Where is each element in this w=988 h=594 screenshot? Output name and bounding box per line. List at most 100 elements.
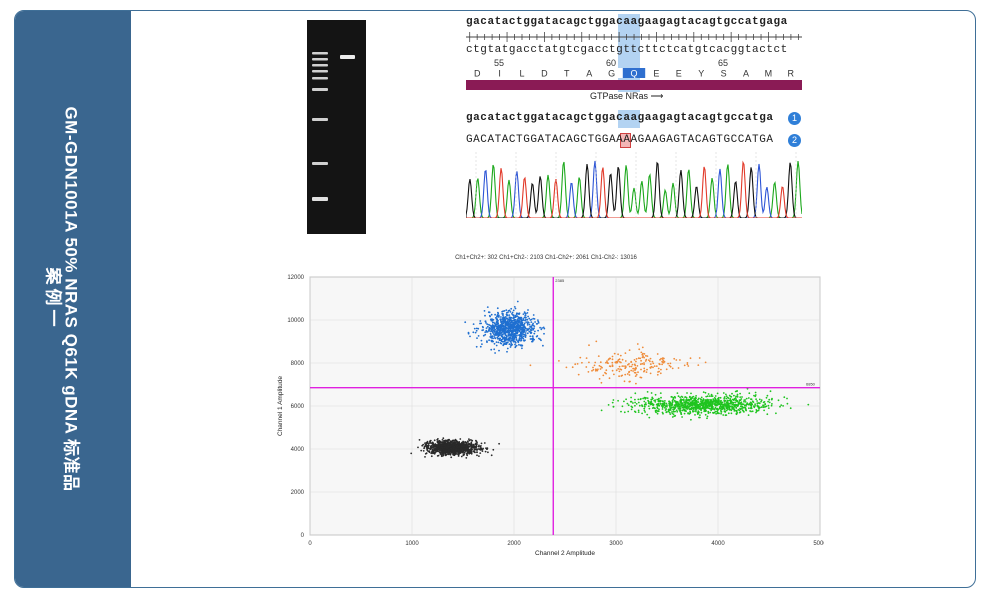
droplet-point — [499, 337, 501, 340]
droplet-point — [716, 404, 718, 407]
droplet-point — [760, 399, 763, 401]
droplet-point — [745, 405, 747, 407]
droplet-point — [511, 313, 513, 315]
droplet-point — [635, 382, 637, 385]
droplet-point — [722, 414, 725, 416]
droplet-point — [704, 361, 707, 364]
droplet-point — [712, 411, 714, 414]
droplet-point — [637, 371, 639, 374]
droplet-point — [744, 406, 747, 409]
bottom-strand: ctgtatgacctatgtcgacctgttcttctcatgtcacggt… — [466, 44, 788, 56]
droplet-point — [631, 363, 634, 366]
droplet-point — [484, 333, 487, 336]
droplet-point — [496, 307, 499, 310]
droplet-point — [684, 401, 687, 404]
droplet-point — [452, 453, 455, 456]
droplet-point — [658, 363, 661, 365]
droplet-point — [477, 448, 480, 450]
droplet-point — [505, 322, 507, 325]
droplet-point — [720, 403, 722, 405]
amino-acid-12: A — [743, 69, 749, 79]
droplet-point — [607, 358, 610, 361]
droplet-point — [675, 359, 678, 361]
droplet-point — [698, 411, 700, 413]
droplet-point — [496, 321, 499, 324]
droplet-point — [518, 313, 520, 316]
droplet-point — [509, 311, 512, 313]
y-tick-label: 10000 — [287, 318, 304, 324]
droplet-point — [605, 369, 608, 372]
droplet-point — [723, 408, 726, 411]
droplet-point — [598, 364, 601, 367]
amino-acid-0: D — [474, 69, 481, 79]
droplet-point — [617, 353, 619, 356]
droplet-point — [501, 318, 504, 320]
droplet-point — [628, 374, 631, 376]
droplet-point — [743, 399, 746, 401]
droplet-point — [457, 449, 460, 452]
droplet-point — [507, 329, 510, 331]
droplet-point — [624, 373, 627, 376]
droplet-point — [515, 339, 518, 341]
droplet-point — [709, 402, 712, 405]
droplet-point — [739, 392, 741, 395]
droplet-point — [639, 376, 642, 379]
amino-acid-3: D — [541, 69, 548, 79]
droplet-point — [476, 337, 478, 339]
droplet-point — [516, 323, 519, 326]
droplet-point — [702, 399, 705, 401]
droplet-point — [662, 361, 664, 364]
droplet-point — [713, 411, 716, 414]
droplet-point — [746, 402, 749, 405]
droplet-point — [652, 362, 655, 365]
droplet-point — [783, 396, 786, 399]
droplet-point — [626, 402, 629, 405]
droplet-point — [467, 452, 469, 454]
x-tick-label: 4000 — [711, 541, 725, 547]
droplet-point — [512, 340, 515, 343]
droplet-point — [676, 405, 678, 407]
droplet-point — [725, 409, 728, 412]
droplet-point — [558, 360, 560, 362]
droplet-point — [685, 397, 688, 399]
droplet-point — [646, 397, 649, 399]
droplet-point — [440, 455, 443, 457]
droplet-point — [649, 360, 651, 363]
droplet-point — [710, 406, 713, 409]
droplet-point — [494, 332, 497, 335]
droplet-point — [475, 439, 477, 442]
droplet-point — [455, 445, 458, 448]
droplet-point — [771, 403, 773, 405]
droplet-point — [446, 440, 449, 443]
droplet-point — [705, 409, 707, 412]
reference-badge: 1 — [788, 112, 801, 125]
droplet-point — [476, 451, 478, 454]
droplet-point — [430, 455, 433, 458]
droplet-point — [503, 336, 506, 338]
droplet-point — [502, 310, 504, 313]
droplet-point — [508, 331, 510, 334]
droplet-point — [535, 323, 538, 325]
droplet-point — [709, 411, 712, 414]
droplet-point — [427, 450, 430, 453]
droplet-point — [442, 454, 445, 456]
droplet-point — [717, 397, 719, 400]
droplet-point — [736, 405, 739, 408]
droplet-point — [652, 406, 655, 409]
droplet-point — [755, 411, 757, 414]
droplet-point — [745, 397, 748, 400]
droplet-point — [498, 349, 500, 352]
droplet-point — [505, 328, 507, 331]
droplet-point — [674, 410, 676, 413]
droplet-point — [455, 453, 457, 455]
droplet-point — [611, 364, 614, 366]
droplet-point — [634, 398, 636, 401]
droplet-point — [640, 351, 643, 354]
droplet-point — [694, 408, 697, 410]
droplet-point — [640, 368, 642, 371]
amino-acid-1: I — [498, 69, 501, 79]
droplet-point — [507, 324, 509, 327]
droplet-point — [750, 402, 753, 404]
x-tick-label: 1000 — [405, 541, 419, 547]
droplet-point — [660, 357, 662, 360]
